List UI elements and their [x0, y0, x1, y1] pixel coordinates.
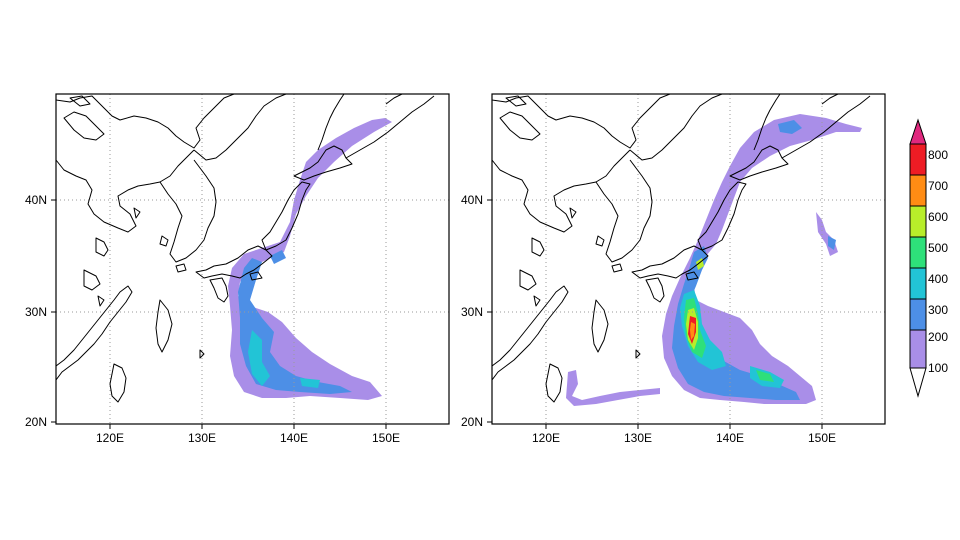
contour-400-right-b [756, 370, 774, 382]
map-panel-right: 120E 130E 140E 150E 20N 30N 40N [461, 93, 886, 445]
contour-200-right-top [778, 120, 802, 134]
colorbar-bin [909, 236, 927, 269]
contour-300-left [248, 330, 270, 386]
colorbar-bin [909, 267, 927, 300]
y-tick-label: 20N [25, 415, 47, 429]
contour-600-right [690, 322, 695, 340]
colorbar-label: 800 [928, 148, 948, 162]
x-tick-label: 130E [624, 431, 652, 445]
precip-contours-right [566, 114, 862, 406]
y-tick-label: 40N [25, 193, 47, 207]
contour-200-left [238, 258, 352, 394]
grid-left [56, 94, 449, 424]
coastlines-right [492, 94, 871, 403]
colorbar-bin [909, 174, 927, 207]
colorbar-label: 700 [928, 179, 948, 193]
x-tick-label: 130E [188, 431, 216, 445]
colorbar-bin [909, 298, 927, 331]
colorbar-top-arrow [909, 118, 927, 145]
y-tick-label: 40N [461, 193, 483, 207]
y-tick-label: 30N [461, 305, 483, 319]
colorbar-label: 100 [928, 361, 948, 375]
precip-contours-left [228, 118, 392, 400]
x-tick-label: 150E [808, 431, 836, 445]
contour-100-right [662, 114, 862, 404]
contour-100-right-c [566, 370, 660, 406]
colorbar-label: 300 [928, 303, 948, 317]
colorbar-label: 500 [928, 241, 948, 255]
colorbar-bin [909, 205, 927, 238]
colorbar-bin [909, 329, 927, 369]
x-tick-label: 140E [716, 431, 744, 445]
y-tick-label: 30N [25, 305, 47, 319]
x-tick-label: 150E [372, 431, 400, 445]
map-panel-left: 120E 130E 140E 150E 20N 30N 40N [25, 93, 450, 445]
colorbar-label: 200 [928, 330, 948, 344]
colorbar-bottom-arrow [909, 367, 927, 398]
x-tick-label: 140E [280, 431, 308, 445]
colorbar: 800 700 600 500 400 300 200 100 [909, 118, 948, 398]
coastlines-left [56, 94, 435, 403]
x-tick-label: 120E [532, 431, 560, 445]
grid-right [492, 94, 885, 424]
colorbar-bin [909, 143, 927, 176]
x-tick-label: 120E [96, 431, 124, 445]
y-tick-label: 20N [461, 415, 483, 429]
contour-200-right-b [828, 236, 836, 250]
contour-200-left-b [270, 250, 286, 264]
contour-300-left-b [300, 378, 320, 388]
colorbar-label: 400 [928, 272, 948, 286]
colorbar-label: 600 [928, 210, 948, 224]
